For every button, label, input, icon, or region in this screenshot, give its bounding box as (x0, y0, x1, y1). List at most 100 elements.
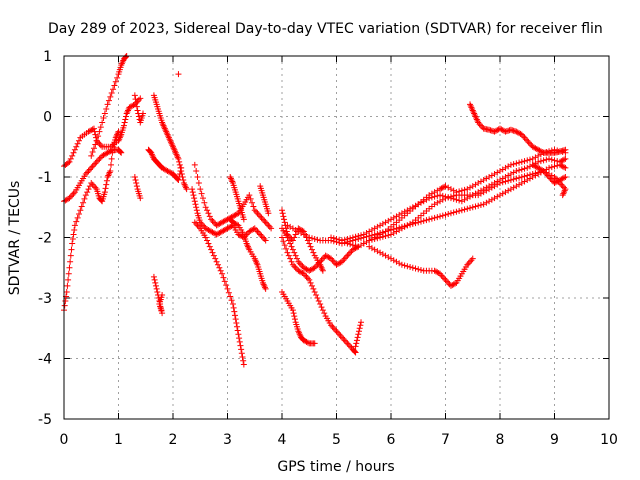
data-point-marker (296, 260, 303, 267)
data-point-marker (259, 216, 266, 223)
data-point-marker (374, 235, 381, 242)
data-point-marker (280, 213, 287, 220)
data-point-marker (240, 357, 247, 364)
data-point-marker (516, 159, 523, 166)
x-tick-label: 10 (600, 432, 618, 448)
data-point-marker (329, 323, 336, 330)
data-point-marker (77, 207, 84, 214)
data-point-marker (69, 236, 76, 243)
data-point-marker (437, 198, 444, 205)
data-point-marker (63, 196, 70, 203)
data-point-marker (111, 82, 118, 89)
data-point-marker (401, 262, 408, 269)
data-point-marker (345, 341, 352, 348)
data-point-marker (439, 273, 446, 280)
data-point-marker (516, 181, 523, 188)
data-point-marker (311, 340, 318, 347)
data-point-marker (292, 226, 299, 233)
data-point-marker (285, 237, 292, 244)
data-point-marker (366, 237, 373, 244)
data-point-marker (548, 164, 555, 171)
data-point-marker (349, 242, 356, 249)
data-point-marker (338, 334, 345, 341)
data-point-marker (407, 263, 414, 270)
data-point-marker (234, 323, 241, 330)
data-point-marker (311, 288, 318, 295)
data-point-marker (290, 310, 297, 317)
data-point-marker (358, 232, 365, 239)
data-point-marker (133, 183, 140, 190)
data-point-marker (469, 204, 476, 211)
data-point-marker (434, 192, 441, 199)
data-point-marker (441, 275, 448, 282)
data-point-marker (450, 187, 457, 194)
data-point-marker (266, 223, 273, 230)
data-point-marker (382, 219, 389, 226)
data-point-marker (535, 152, 542, 159)
data-point-marker (205, 210, 212, 217)
data-point-marker (358, 319, 365, 326)
data-point-marker (289, 246, 296, 253)
data-point-marker (137, 95, 144, 102)
data-point-marker (330, 235, 337, 242)
data-point-marker (480, 177, 487, 184)
data-point-marker (236, 335, 243, 342)
data-point-marker (206, 243, 213, 250)
data-point-marker (202, 204, 209, 211)
data-point-marker (231, 308, 238, 315)
data-point-marker (109, 149, 116, 156)
data-point-marker (420, 217, 427, 224)
data-point-marker (265, 210, 272, 217)
data-point-marker (221, 278, 228, 285)
data-point-marker (472, 181, 479, 188)
data-point-marker (255, 211, 262, 218)
data-point-marker (374, 223, 381, 230)
data-point-marker (464, 205, 471, 212)
data-point-marker (189, 186, 196, 193)
data-point-marker (434, 269, 441, 276)
data-point-marker (291, 316, 298, 323)
data-point-marker (75, 211, 82, 218)
data-point-marker (390, 214, 397, 221)
data-point-marker (191, 161, 198, 168)
data-point-marker (195, 180, 202, 187)
data-point-marker (175, 177, 182, 184)
data-point-marker (194, 174, 201, 180)
data-point-marker (131, 92, 138, 99)
data-point-marker (371, 246, 378, 253)
data-point-marker (374, 248, 381, 255)
data-point-marker (132, 96, 139, 103)
data-point-marker (336, 331, 343, 338)
data-point-marker (122, 116, 129, 123)
data-point-marker (205, 240, 212, 247)
data-point-marker (253, 258, 260, 265)
data-point-marker (352, 343, 359, 350)
axis-ticks (63, 55, 610, 420)
data-point-marker (121, 119, 128, 126)
data-point-marker (152, 279, 159, 286)
data-point-marker (239, 353, 246, 360)
data-point-marker (525, 139, 532, 146)
data-point-marker (546, 155, 553, 162)
data-point-marker (546, 174, 553, 180)
data-point-marker (65, 276, 72, 283)
series-track-6 (131, 92, 147, 126)
data-point-marker (526, 156, 533, 163)
data-point-marker (439, 184, 446, 191)
y-tick-label: -4 (38, 352, 52, 368)
data-point-marker (366, 243, 373, 250)
data-point-marker (88, 127, 95, 134)
data-point-marker (289, 261, 296, 268)
data-point-marker (291, 263, 298, 270)
data-point-marker (377, 234, 384, 241)
data-point-marker (379, 251, 386, 258)
series-track-22 (284, 161, 569, 247)
data-point-marker (318, 264, 325, 271)
data-point-marker (532, 170, 539, 177)
data-point-marker (73, 143, 80, 150)
data-point-marker (176, 158, 183, 165)
data-point-marker (105, 170, 112, 177)
data-point-marker (116, 148, 123, 155)
data-point-marker (201, 199, 208, 206)
data-point-marker (191, 195, 198, 202)
